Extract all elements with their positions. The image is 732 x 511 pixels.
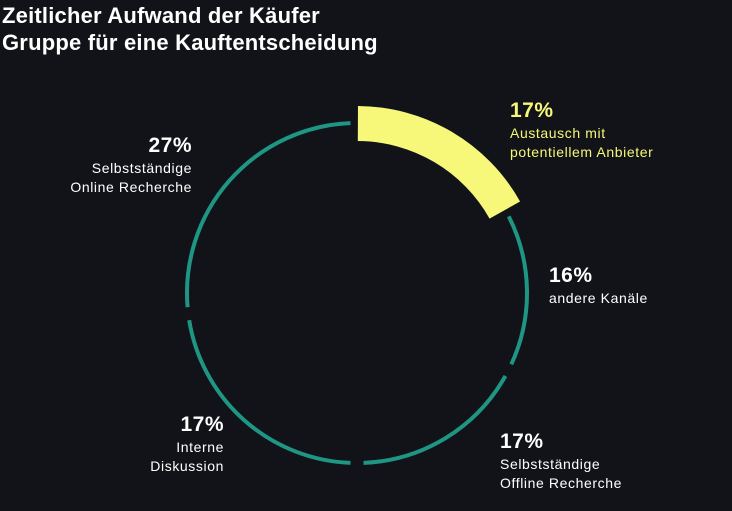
donut-slice xyxy=(506,215,529,366)
slice-label-line: andere Kanäle xyxy=(549,290,648,306)
donut-slice xyxy=(187,319,351,465)
slice-label-line: Selbstständige xyxy=(91,160,192,176)
slice-label-interne-diskussion: 17% Interne Diskussion xyxy=(150,412,224,476)
slice-label-line: Selbstständige xyxy=(500,456,601,472)
slice-value: 17% xyxy=(510,99,554,122)
slice-label-line: potentiellem Anbieter xyxy=(510,144,654,160)
slice-label-andere-kanaele: 16% andere Kanäle xyxy=(549,263,648,308)
chart-title: Zeitlicher Aufwand der Käufer Gruppe für… xyxy=(2,2,378,56)
slice-label-line: Offline Recherche xyxy=(500,475,623,491)
slice-label-line: Austausch mit xyxy=(510,125,606,141)
donut-slice xyxy=(363,374,508,465)
slice-label-online-recherche: 27% Selbstständige Online Recherche xyxy=(70,133,192,197)
slice-label-line: Interne xyxy=(176,439,224,455)
slice-label-austausch: 17% Austausch mit potentiellem Anbieter xyxy=(510,98,653,162)
donut-arcs xyxy=(185,106,529,465)
slice-value: 27% xyxy=(148,134,192,157)
donut-slice xyxy=(185,121,351,308)
slice-value: 17% xyxy=(500,430,544,453)
slice-value: 16% xyxy=(549,264,593,287)
chart-title-line-2: Gruppe für eine Kauftentscheidung xyxy=(2,30,378,55)
donut-slice-highlight xyxy=(357,106,521,219)
slice-label-line: Online Recherche xyxy=(70,179,192,195)
slice-value: 17% xyxy=(180,413,224,436)
slice-label-line: Diskussion xyxy=(150,458,224,474)
chart-title-line-1: Zeitlicher Aufwand der Käufer xyxy=(2,3,320,28)
slice-label-offline-recherche: 17% Selbstständige Offline Recherche xyxy=(500,429,622,493)
